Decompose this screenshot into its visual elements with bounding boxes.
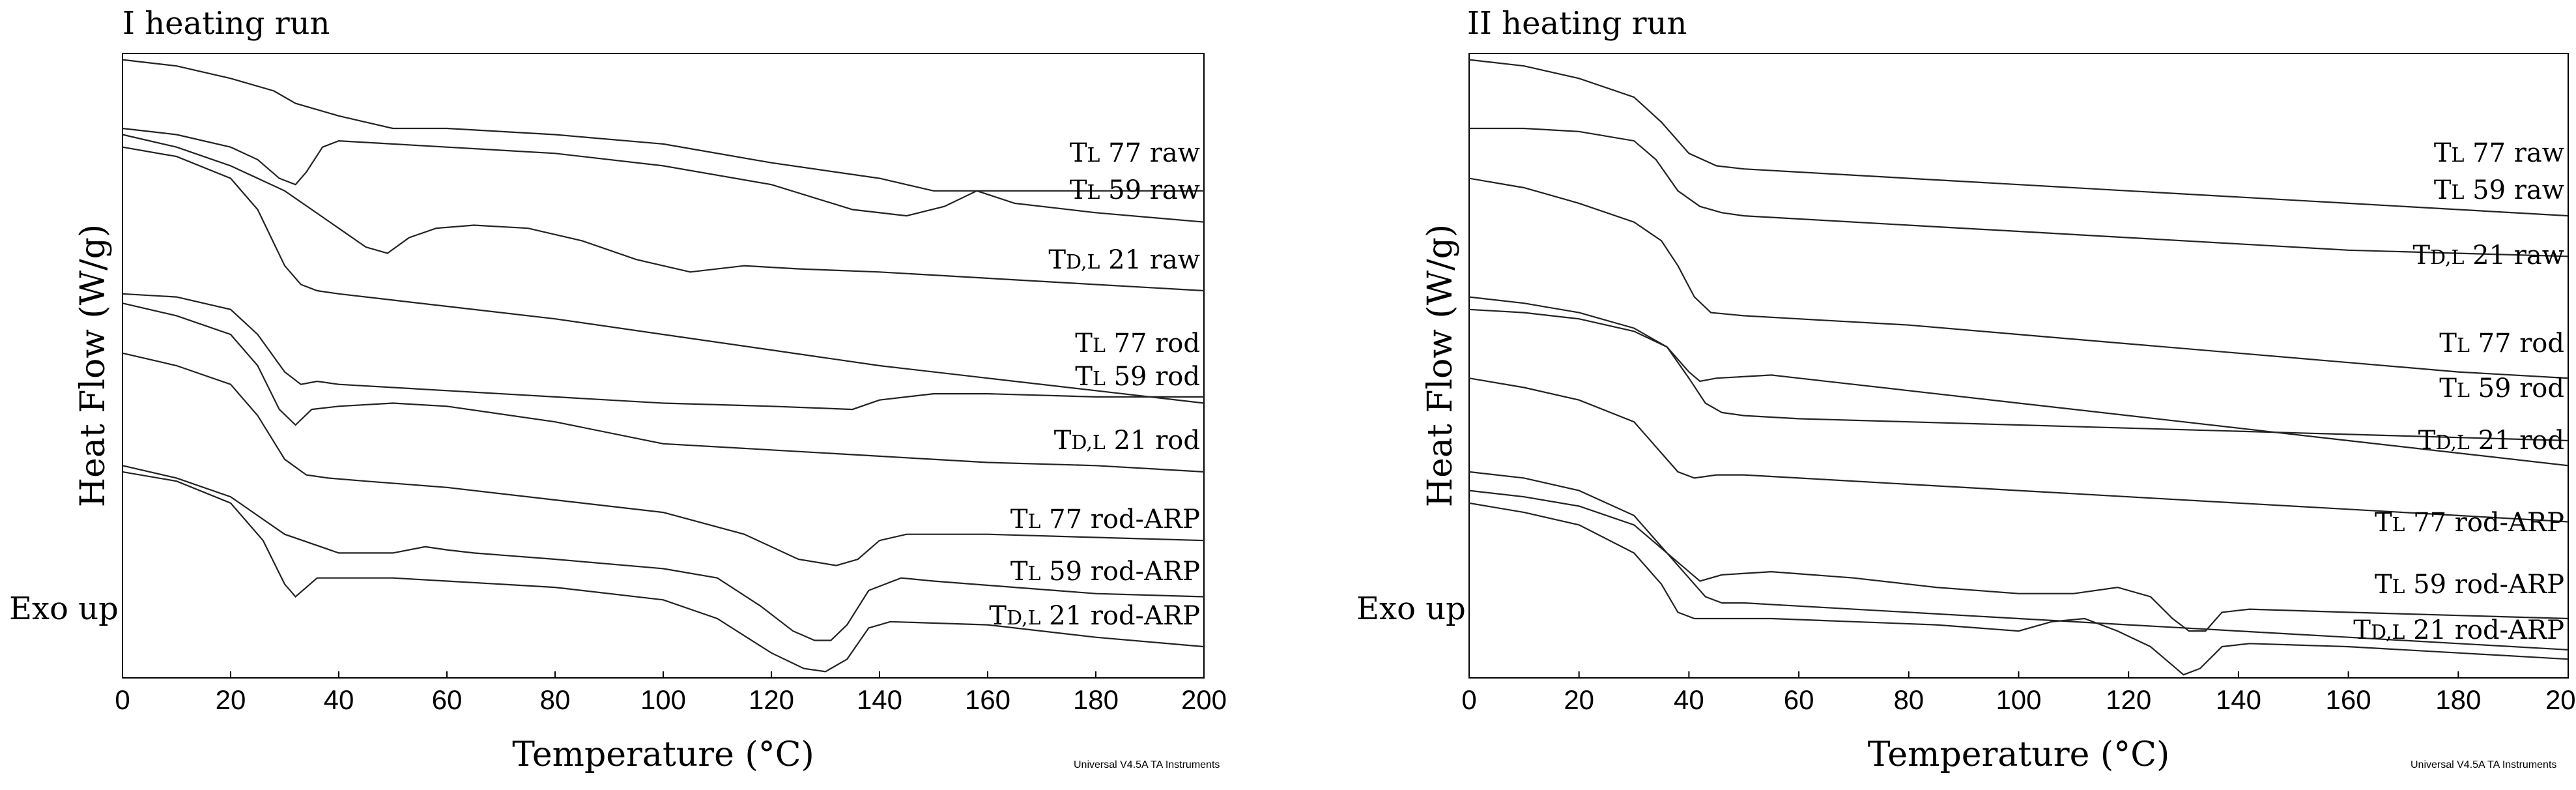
y-axis-label: Heat Flow (W/g) xyxy=(74,224,113,507)
x-tick-label: 40 xyxy=(324,684,354,715)
series-label: TL 77 rod xyxy=(1075,329,1200,358)
x-tick-label: 0 xyxy=(115,684,130,715)
x-tick-label: 60 xyxy=(1784,684,1814,715)
x-tick-label: 0 xyxy=(1461,684,1476,715)
chart-title: II heating run xyxy=(1467,5,1687,42)
x-tick-label: 100 xyxy=(1996,684,2041,715)
chart-panel-2: II heating run 0 20 40 60 80 100 120 140 160 180 20… xyxy=(1356,5,2576,774)
series-line-2 xyxy=(1469,127,2569,257)
series-label: TL 77 rod xyxy=(2439,329,2564,358)
x-tick-label: 100 xyxy=(640,684,686,715)
series-label: TL 59 rod-ARP xyxy=(1010,557,1200,587)
exo-up-annotation: Exo up xyxy=(9,591,119,627)
x-tick-label: 180 xyxy=(1073,684,1119,715)
x-tick-label: 120 xyxy=(2106,684,2151,715)
x-tick-label: 140 xyxy=(2216,684,2261,715)
series-line-9 xyxy=(1468,502,2569,676)
x-tick-label: 120 xyxy=(749,684,794,715)
x-axis-label: Temperature (°C) xyxy=(1868,735,2170,774)
instrument-footer: Universal V4.5A TA Instruments xyxy=(1074,759,1220,770)
x-axis-label: Temperature (°C) xyxy=(512,735,814,774)
series-label: TD,L 21 rod-ARP xyxy=(2353,615,2564,645)
series-label: TL 59 rod xyxy=(2439,373,2564,403)
series-line-6 xyxy=(1468,377,2569,523)
series-line-4 xyxy=(122,146,1205,404)
series-line-3 xyxy=(122,134,1205,292)
x-tick-label: 20 xyxy=(216,684,246,715)
x-tick-label: 200 xyxy=(2545,684,2576,715)
series-label: TD,L 21 raw xyxy=(1048,245,1200,275)
series-line-9 xyxy=(122,471,1205,673)
series-line-8 xyxy=(122,465,1205,641)
series-line-2 xyxy=(122,127,1205,223)
series-label: TD,L 21 rod xyxy=(2418,426,2564,456)
series-label: TL 77 rod-ARP xyxy=(1010,505,1200,534)
series-label: TL 59 raw xyxy=(2434,175,2564,205)
y-axis-label: Heat Flow (W/g) xyxy=(1421,224,1460,507)
series-line-3 xyxy=(1468,177,2569,379)
x-tick-label: 40 xyxy=(1674,684,1704,715)
chart-panel-1: I heating run 0 20 40 60 80 100 120 140 160 180 200… xyxy=(9,5,1227,774)
series-line-6 xyxy=(122,302,1205,473)
series-label: TL 59 rod-ARP xyxy=(2375,570,2564,600)
series-line-8 xyxy=(1468,490,2569,651)
x-tick-label: 200 xyxy=(1181,684,1227,715)
series-label: TD,L 21 raw xyxy=(2412,241,2564,271)
x-tick-label: 160 xyxy=(2326,684,2371,715)
x-tick-label: 180 xyxy=(2435,684,2481,715)
series-label: TL 77 rod-ARP xyxy=(2375,508,2564,538)
series-line-7 xyxy=(1468,471,2569,632)
x-tick-label: 160 xyxy=(965,684,1010,715)
instrument-footer: Universal V4.5A TA Instruments xyxy=(2411,759,2556,770)
series-label: TL 59 raw xyxy=(1070,175,1200,205)
series-line-4 xyxy=(1468,296,2569,467)
series-label: TL 59 rod xyxy=(1075,362,1200,392)
chart-title: I heating run xyxy=(122,5,330,42)
x-tick-label: 140 xyxy=(857,684,902,715)
series-line-7 xyxy=(122,352,1205,566)
x-tick-label: 60 xyxy=(432,684,463,715)
series-label: TD,L 21 rod xyxy=(1054,426,1200,456)
series-line-1 xyxy=(1468,59,2569,217)
series-label: TL 77 raw xyxy=(1070,138,1200,168)
series-label: TD,L 21 rod-ARP xyxy=(989,601,1200,631)
series-line-5 xyxy=(1468,308,2569,442)
x-tick-label: 80 xyxy=(1893,684,1924,715)
series-line-5 xyxy=(122,293,1204,411)
exo-up-annotation: Exo up xyxy=(1356,591,1466,627)
series-label: TL 77 raw xyxy=(2434,138,2564,168)
x-tick-label: 80 xyxy=(540,684,571,715)
x-tick-label: 20 xyxy=(1564,684,1594,715)
series-line-1 xyxy=(122,59,1204,192)
